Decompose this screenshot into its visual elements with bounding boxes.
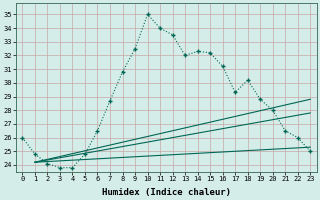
X-axis label: Humidex (Indice chaleur): Humidex (Indice chaleur) [102, 188, 231, 197]
